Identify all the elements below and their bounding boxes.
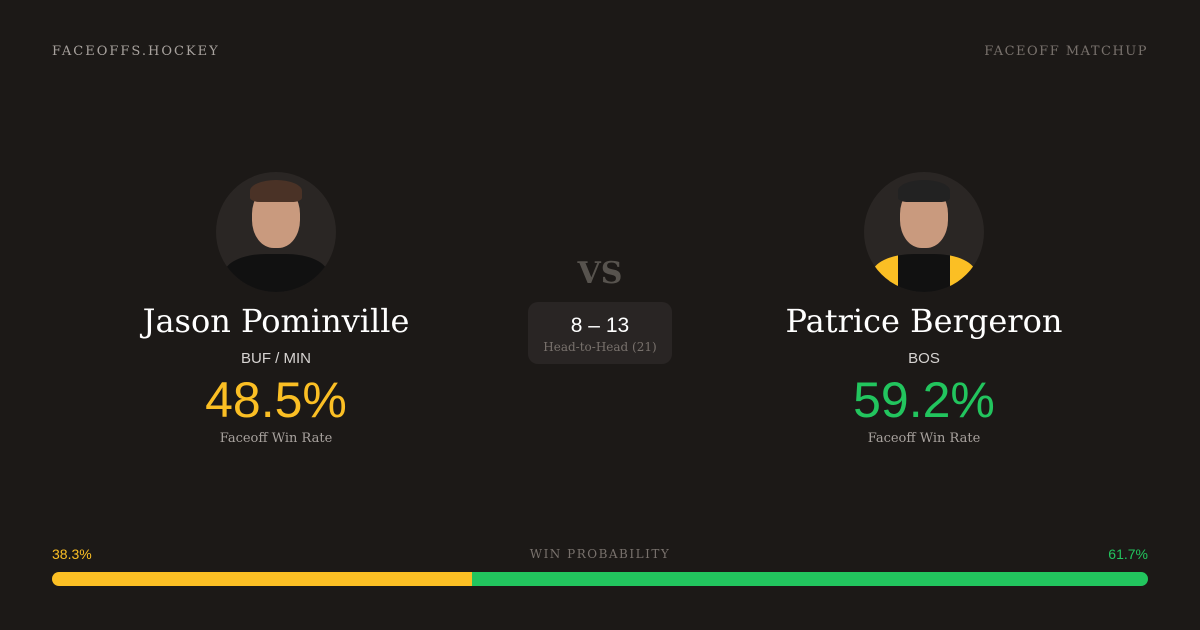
page-tag: FACEOFF MATCHUP — [984, 44, 1148, 59]
player-name: Jason Pominville — [142, 302, 410, 340]
avatar — [216, 172, 336, 292]
player-right: Patrice Bergeron BOS 59.2% Faceoff Win R… — [724, 172, 1124, 446]
win-prob-bar — [52, 572, 1148, 586]
player-left: Jason Pominville BUF / MIN 48.5% Faceoff… — [76, 172, 476, 446]
h2h-label: Head-to-Head (21) — [543, 340, 657, 354]
avatar — [864, 172, 984, 292]
player-team: BUF / MIN — [241, 350, 311, 367]
rate-label: Faceoff Win Rate — [867, 431, 981, 446]
player-team: BOS — [908, 350, 940, 367]
faceoff-rate: 48.5% — [205, 372, 347, 428]
h2h-score: 8 – 13 — [570, 314, 630, 337]
brand-logo: FACEOFFS.HOCKEY — [52, 44, 220, 59]
win-prob-right-fill — [471, 572, 1148, 586]
win-prob-right: 61.7% — [1108, 546, 1148, 562]
win-prob-label: WIN PROBABILITY — [529, 547, 671, 561]
win-prob-left-fill — [52, 572, 472, 586]
vs-label: VS — [577, 256, 623, 291]
player-name: Patrice Bergeron — [785, 302, 1063, 340]
faceoff-rate: 59.2% — [853, 372, 995, 428]
win-prob-left: 38.3% — [52, 546, 92, 562]
head-to-head-box: 8 – 13 Head-to-Head (21) — [528, 302, 672, 364]
rate-label: Faceoff Win Rate — [219, 431, 333, 446]
